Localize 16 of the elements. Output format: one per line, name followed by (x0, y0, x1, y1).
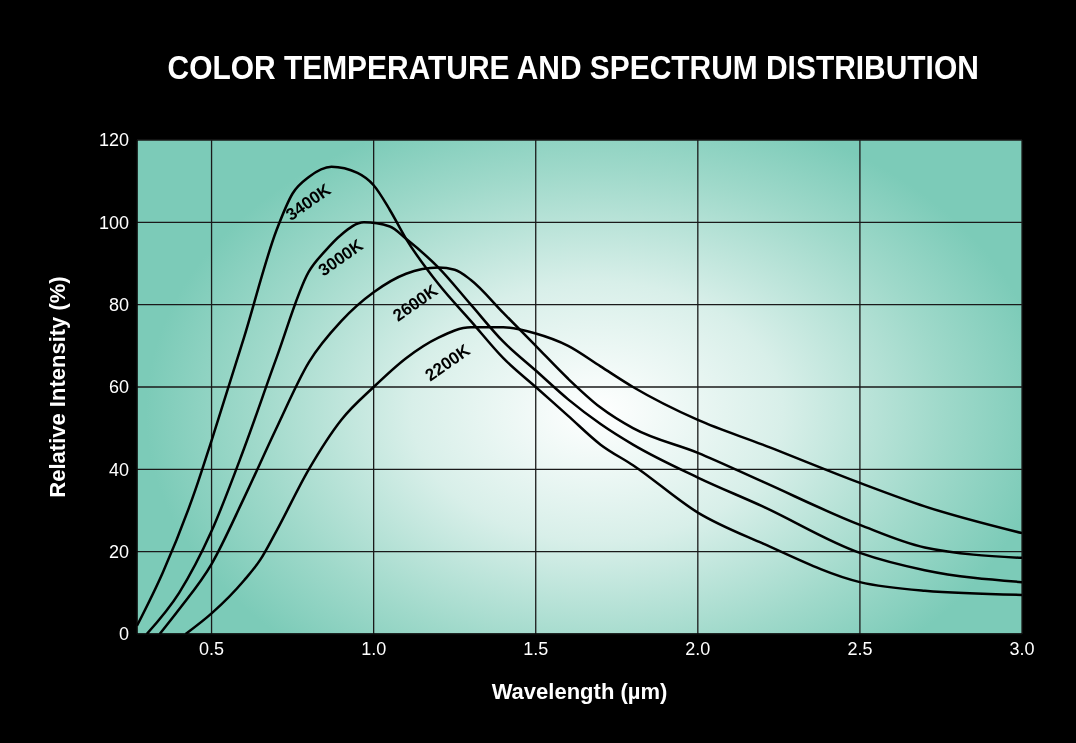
x-tick-label: 2.5 (847, 638, 873, 659)
y-tick-label: 20 (108, 542, 129, 563)
y-tick-label: 60 (108, 377, 129, 398)
y-tick-label: 40 (108, 459, 129, 480)
x-tick-label: 0.5 (199, 638, 225, 659)
y-tick-label: 100 (98, 212, 129, 233)
x-tick-label: 3.0 (1009, 638, 1035, 659)
chart-title: COLOR TEMPERATURE AND SPECTRUM DISTRIBUTION (166, 48, 980, 87)
x-tick-label: 1.0 (361, 638, 387, 659)
x-tick-label: 1.5 (523, 638, 549, 659)
y-tick-label: 120 (98, 130, 129, 151)
y-tick-label: 80 (108, 295, 129, 316)
y-axis-title: Relative Intensity (%) (44, 276, 70, 498)
x-axis-title: Wavelength (µm) (491, 679, 668, 704)
x-tick-label: 2.0 (685, 638, 711, 659)
y-tick-label: 0 (118, 624, 129, 645)
